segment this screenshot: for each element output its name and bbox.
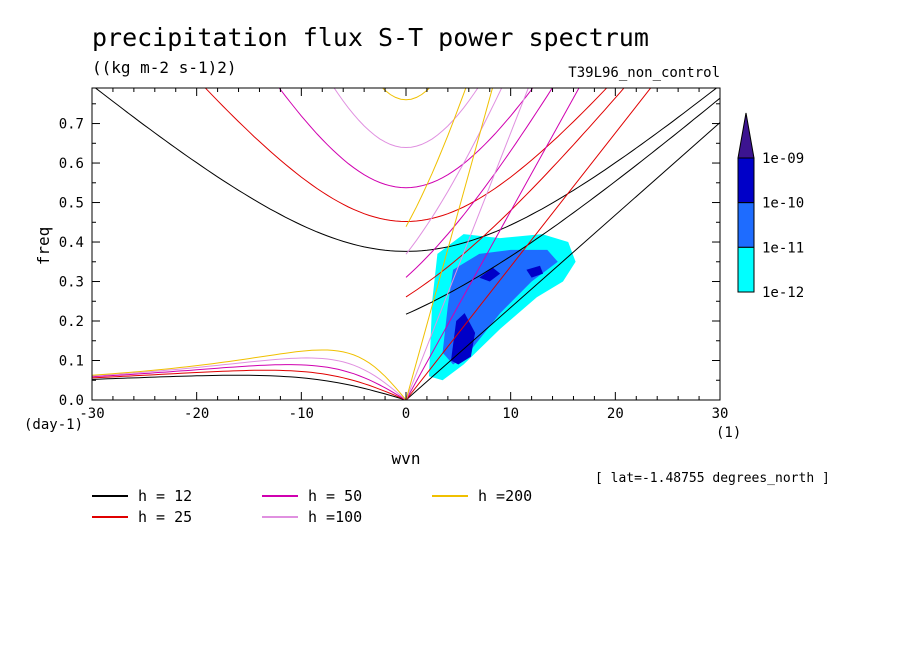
y-tick-label: 0.3 [59,275,84,291]
axis-ticks [91,88,721,401]
colorbar-label: 1e-11 [762,240,804,256]
rossby-curve-h50 [92,364,407,400]
x-tick-labels: -30 -20 -10 0 10 20 30 [79,406,728,422]
latitude-annotation: [ lat=-1.48755 degrees_north ] [595,471,830,486]
mrg-curve-h100 [405,88,503,255]
rossby-curve-h100 [92,357,407,400]
chart-title: precipitation flux S-T power spectrum [92,23,649,52]
y-axis-label: freq [34,227,53,266]
y-tick-label: 0.7 [59,117,84,133]
spectral-power-contours [429,234,576,381]
legend-label: h = 25 [138,508,192,526]
y-tick-label: 0.2 [59,314,84,330]
colorbar-label: 1e-09 [762,151,804,167]
colorbar-label: 1e-12 [762,285,804,301]
kelvin-curve-h12 [405,121,720,400]
kelvin-curve-h25 [405,88,652,400]
ig-curve-h25 [204,88,608,223]
kelvin-curve-h100 [405,88,529,400]
rossby-curve-h12 [92,374,407,400]
x-tick-label: -30 [79,406,104,422]
colorbar-label: 1e-10 [762,196,804,212]
legend: h = 12 h = 25 h = 50 h =100 h =200 [92,487,532,526]
x-tick-label: -10 [289,406,314,422]
power-region-3 [479,267,501,282]
ig-curve-h12 [94,88,718,252]
units-label: ((kg m-2 s-1)2) [92,58,237,77]
rossby-curve-h25 [92,369,407,400]
y-tick-label: 0.6 [59,156,84,172]
mrg-curve-h25 [405,88,625,298]
mrg-curve-h200 [405,88,467,227]
legend-label: h = 12 [138,487,192,505]
y-tick-label: 0.1 [59,354,84,370]
mrg-curve-h12 [405,97,720,315]
x-tick-label: 0 [402,406,410,422]
y-unit-label: (day-1) [24,417,83,433]
x-tick-label: 30 [712,406,729,422]
y-tick-label: 0.4 [59,235,84,251]
dispersion-curves [92,88,720,400]
ig-curve-h100 [333,88,479,149]
x-unit-label: (1) [716,425,741,441]
power-region-4 [526,265,544,278]
legend-label: h = 50 [308,487,362,505]
colorbar-segment [737,202,755,248]
legend-label: h =100 [308,508,362,526]
ig-curve-h50 [278,88,534,189]
colorbar: 1e-09 1e-10 1e-11 1e-12 [737,112,804,301]
run-label: T39L96_non_control [568,65,720,81]
y-tick-label: 0.0 [59,393,84,409]
y-tick-label: 0.5 [59,196,84,212]
colorbar-segment [737,246,755,293]
legend-label: h =200 [478,487,532,505]
power-region-2 [451,313,476,365]
kelvin-curve-h50 [405,88,580,400]
kelvin-curve-h200 [405,88,494,400]
x-tick-label: 10 [502,406,519,422]
x-tick-label: 20 [607,406,624,422]
y-tick-labels: 0.0 0.1 0.2 0.3 0.4 0.5 0.6 0.7 [59,117,84,409]
plot-frame [91,87,721,401]
x-axis-label: wvn [392,449,421,468]
ig-curve-h200 [381,88,431,101]
rossby-curve-h200 [92,349,407,400]
mrg-curve-h50 [405,88,553,278]
colorbar-triangle [737,112,755,159]
colorbar-segment [737,157,755,204]
x-tick-label: -20 [184,406,209,422]
